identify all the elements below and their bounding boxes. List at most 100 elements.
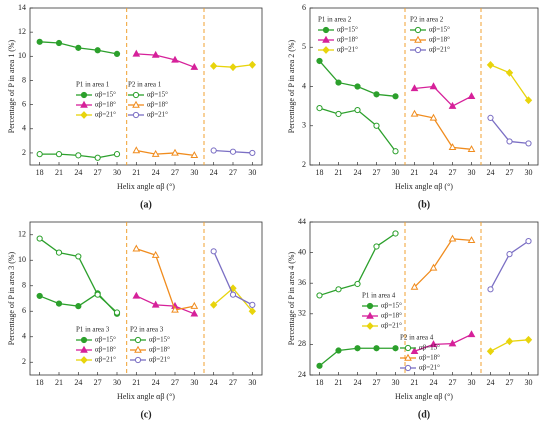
x-tick-label: 27	[229, 168, 237, 177]
data-point	[190, 301, 199, 309]
data-point	[94, 47, 101, 54]
x-tick-label: 30	[392, 378, 400, 387]
series-line	[414, 85, 472, 107]
panel-label: (a)	[140, 199, 152, 210]
y-tick-label: 4	[302, 81, 306, 90]
x-tick-label: 24	[74, 168, 82, 177]
x-tick-label: 27	[449, 378, 457, 387]
data-point	[525, 140, 532, 147]
x-tick-label: 30	[113, 378, 121, 387]
data-point	[248, 307, 257, 316]
x-tick-label: 30	[113, 168, 121, 177]
data-point	[316, 104, 323, 112]
data-point	[354, 280, 361, 288]
x-tick-label: 30	[525, 168, 533, 177]
data-point	[505, 68, 514, 77]
legend-marker	[414, 35, 422, 43]
data-point	[132, 49, 141, 57]
data-point	[506, 138, 513, 145]
data-point	[354, 345, 361, 352]
y-tick-label: 12	[18, 230, 26, 239]
x-axis-label: Helix angle αβ (°)	[395, 392, 453, 401]
legend-label: αβ=15°	[337, 26, 358, 34]
legend-label: αβ=21°	[429, 46, 450, 54]
y-tick-label: 2	[302, 160, 306, 169]
data-point	[75, 303, 82, 310]
legend-marker	[322, 26, 330, 34]
legend-marker	[366, 311, 374, 319]
data-point	[316, 362, 323, 369]
panel: 24 28 32 36 40 44 18 21 24 27 30 21 24 27 30 24 27 30 Heli…	[287, 217, 539, 420]
data-point	[354, 83, 361, 90]
data-point	[113, 50, 121, 57]
series-line	[39, 238, 118, 314]
data-point	[505, 337, 514, 346]
data-point	[151, 149, 160, 157]
y-axis-label: Percentage of P in area 1 (%)	[7, 39, 16, 133]
y-tick-label: 6	[302, 3, 306, 12]
data-point	[373, 345, 380, 352]
data-point	[524, 335, 533, 344]
y-tick-label: 6	[22, 99, 26, 108]
data-point	[132, 244, 141, 252]
data-point	[75, 44, 82, 51]
x-tick-label: 24	[74, 378, 82, 387]
legend-label: αβ=18°	[337, 36, 358, 44]
x-tick-label: 24	[487, 168, 495, 177]
data-point	[467, 236, 476, 244]
x-tick-label: 24	[430, 168, 438, 177]
x-tick-label: 24	[487, 378, 495, 387]
data-point	[335, 110, 342, 118]
legend-marker	[414, 26, 422, 34]
data-point	[316, 292, 323, 299]
legend-marker	[134, 336, 142, 344]
legend-marker	[80, 111, 88, 119]
data-point	[171, 305, 179, 313]
x-tick-label: 30	[248, 378, 256, 387]
x-axis-label: Helix angle αβ (°)	[117, 182, 175, 191]
data-point	[113, 309, 121, 316]
legend-marker	[80, 345, 88, 353]
panel-label: (c)	[140, 409, 151, 420]
x-tick-label: 27	[506, 168, 514, 177]
legend-marker	[80, 100, 88, 108]
legend-marker	[322, 46, 330, 54]
data-point	[55, 151, 63, 158]
series-line	[136, 53, 195, 68]
data-point	[132, 291, 141, 299]
legend-label: αβ=18°	[381, 312, 402, 320]
data-point	[467, 145, 476, 152]
data-point	[467, 330, 476, 338]
data-point	[392, 230, 399, 237]
legend-label: αβ=15°	[95, 336, 116, 344]
series-line	[136, 149, 195, 156]
series-line	[414, 113, 472, 150]
data-point	[36, 292, 43, 300]
data-point	[335, 347, 342, 354]
y-tick-label: 4	[22, 332, 26, 341]
x-tick-label: 18	[316, 168, 324, 177]
y-axis-label: Percentage of P in area 3 (%)	[7, 251, 16, 345]
legend-label: αβ=21°	[337, 46, 358, 54]
x-tick-label: 24	[354, 378, 362, 387]
legend-label: αβ=18°	[149, 346, 170, 354]
panel: 2 3 4 5 6 18 21 24 27 30 21 24 27 30 24 27 30 Helix angle…	[287, 3, 539, 210]
legend-title: P2 in area 4	[400, 334, 434, 342]
data-point	[486, 347, 495, 356]
data-point	[151, 300, 160, 308]
data-point	[316, 57, 323, 65]
legend-label: αβ=18°	[419, 354, 440, 362]
data-point	[429, 82, 438, 90]
data-point	[190, 151, 199, 159]
legend-label: αβ=15°	[95, 91, 116, 99]
x-tick-label: 24	[430, 378, 438, 387]
y-axis-label: Percentage of P in area 2 (%)	[287, 39, 296, 133]
legend-label: αβ=15°	[429, 26, 450, 34]
data-point	[55, 249, 63, 256]
data-point	[410, 347, 419, 354]
legend-label: αβ=21°	[95, 111, 116, 119]
data-point	[525, 238, 532, 245]
data-point	[429, 263, 438, 271]
legend-marker	[132, 111, 140, 119]
